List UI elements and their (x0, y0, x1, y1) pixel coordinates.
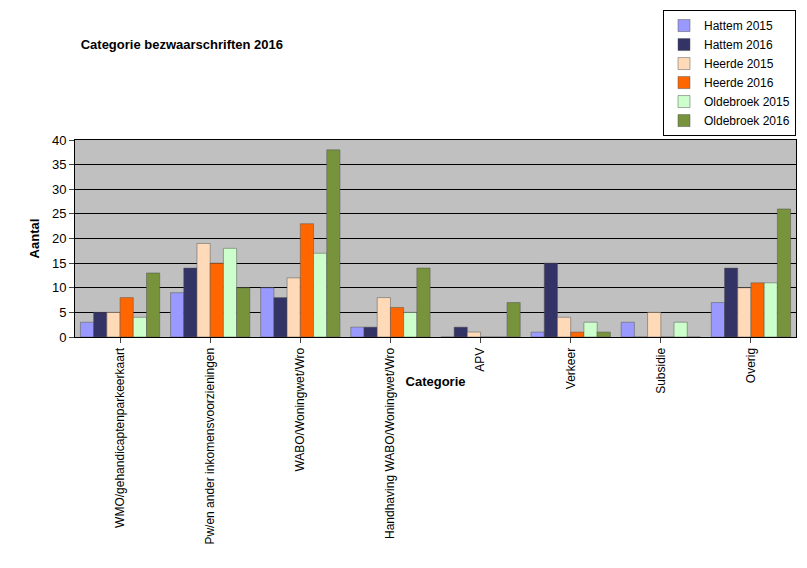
svg-text:15: 15 (52, 256, 66, 271)
svg-text:25: 25 (52, 206, 66, 221)
svg-text:Hattem 2016: Hattem 2016 (704, 38, 773, 52)
svg-text:0: 0 (59, 330, 66, 345)
svg-text:20: 20 (52, 231, 66, 246)
svg-text:Heerde 2015: Heerde 2015 (704, 57, 774, 71)
svg-text:35: 35 (52, 157, 66, 172)
svg-text:Pw/en ander inkomensvoorzienin: Pw/en ander inkomensvoorzieningen (203, 348, 217, 545)
svg-text:Oldebroek 2016: Oldebroek 2016 (704, 114, 790, 128)
svg-text:40: 40 (52, 133, 66, 148)
svg-text:10: 10 (52, 280, 66, 295)
svg-text:5: 5 (59, 305, 66, 320)
svg-text:30: 30 (52, 182, 66, 197)
svg-text:Heerde 2016: Heerde 2016 (704, 76, 774, 90)
svg-text:Categorie: Categorie (406, 374, 466, 389)
svg-text:WMO/gehandicaptenparkeerkaart: WMO/gehandicaptenparkeerkaart (113, 347, 127, 528)
svg-text:Hattem 2015: Hattem 2015 (704, 19, 773, 33)
svg-text:Categorie bezwaarschriften 201: Categorie bezwaarschriften 2016 (81, 37, 283, 52)
svg-text:Aantal: Aantal (27, 219, 42, 259)
svg-text:Subsidie: Subsidie (654, 347, 668, 393)
svg-text:WABO/Woningwet/Wro: WABO/Woningwet/Wro (293, 347, 307, 471)
svg-text:Oldebroek 2015: Oldebroek 2015 (704, 95, 790, 109)
svg-text:Handhaving WABO/Woningwet/Wro: Handhaving WABO/Woningwet/Wro (383, 347, 397, 539)
svg-text:Overig: Overig (744, 348, 758, 383)
svg-text:APV: APV (473, 348, 487, 372)
svg-text:Verkeer: Verkeer (564, 348, 578, 389)
